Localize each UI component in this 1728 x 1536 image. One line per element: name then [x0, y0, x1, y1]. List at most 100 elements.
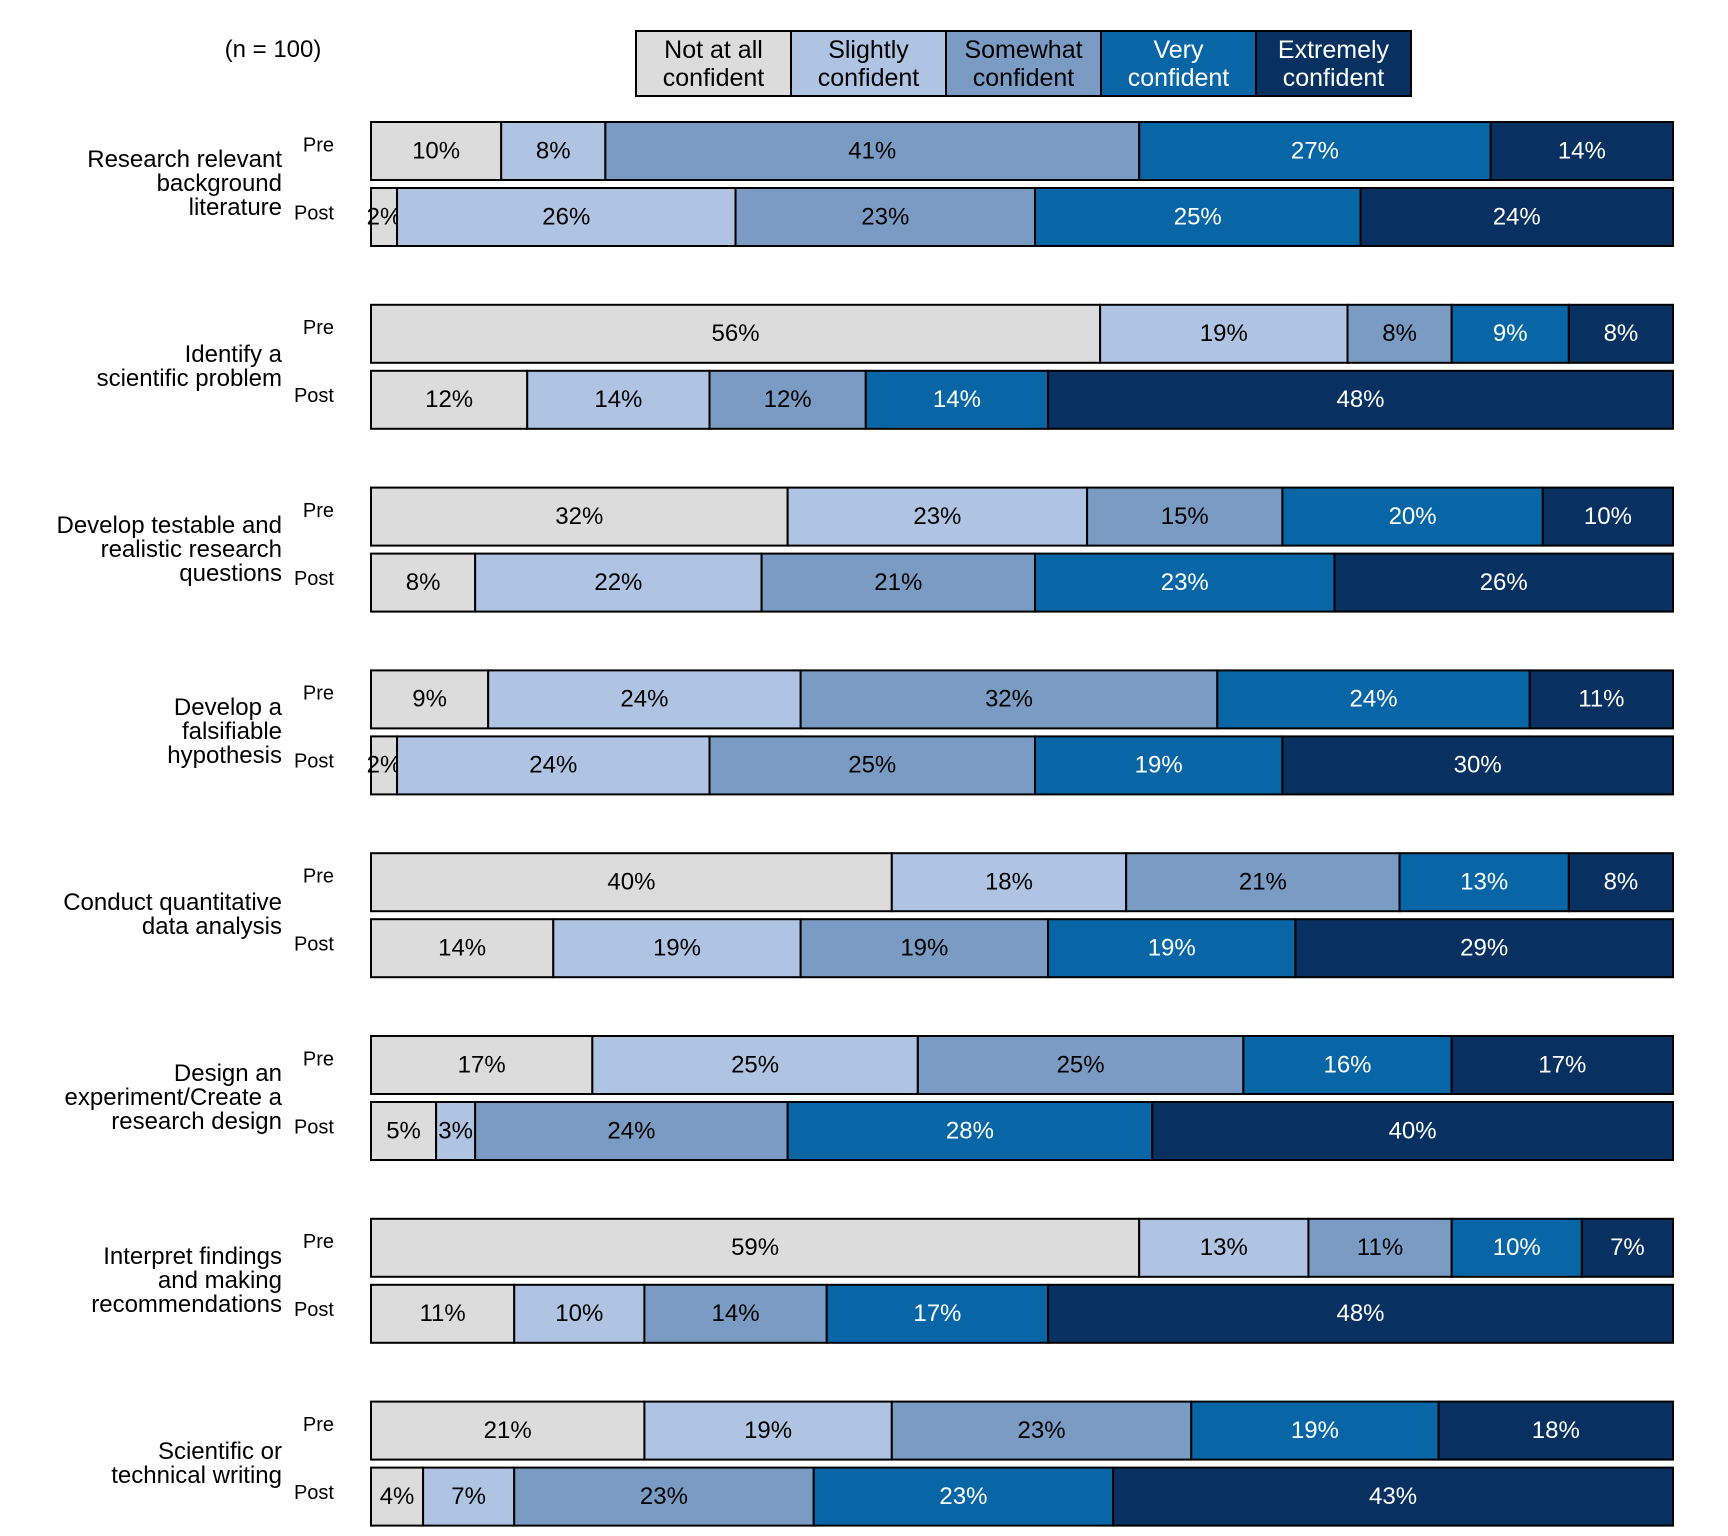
value-label: 40%	[607, 869, 655, 896]
value-label: 26%	[1480, 569, 1528, 596]
bar-label: Pre	[303, 1231, 334, 1253]
bar-segment	[370, 369, 529, 430]
bar-segment	[786, 486, 1089, 547]
value-label: 14%	[438, 935, 486, 962]
value-label: 32%	[985, 686, 1033, 713]
value-label: 12%	[425, 386, 473, 413]
legend-entry: Somewhat confident	[945, 30, 1102, 97]
value-label: 20%	[1389, 503, 1437, 530]
bar-segment	[1047, 918, 1297, 979]
value-label: 22%	[594, 569, 642, 596]
bar-segment	[1086, 486, 1284, 547]
value-label: 10%	[412, 137, 460, 164]
value-label: 23%	[913, 503, 961, 530]
bar-segment	[1112, 1466, 1674, 1527]
bar-segment	[370, 1101, 438, 1161]
legend-entry: Very confident	[1100, 30, 1257, 97]
value-label: 56%	[712, 320, 760, 347]
value-label: 14%	[712, 1300, 760, 1327]
bar-segment	[1346, 303, 1453, 364]
value-label: 41%	[848, 137, 896, 164]
bar-segment	[799, 918, 1050, 979]
group-label: Identify a scientific problem	[96, 340, 282, 392]
value-label: 13%	[1460, 869, 1508, 896]
value-label: 21%	[484, 1417, 532, 1444]
bar-segment	[1359, 187, 1675, 247]
bar-segment	[526, 369, 711, 430]
bar-segment	[708, 369, 867, 430]
value-label: 14%	[594, 386, 642, 413]
bar-segment	[812, 1466, 1115, 1527]
value-label: 10%	[555, 1300, 603, 1327]
bar-segment	[396, 187, 737, 247]
bar-label: Post	[294, 385, 334, 407]
bar-segment	[370, 1217, 1141, 1278]
value-label: 30%	[1454, 752, 1502, 779]
value-label: 32%	[555, 503, 603, 530]
value-label: 28%	[946, 1117, 994, 1144]
bar-segment	[1528, 669, 1675, 730]
bar-segment	[513, 1466, 815, 1527]
value-label: 43%	[1369, 1483, 1417, 1510]
bar-segment	[1125, 852, 1401, 913]
bar-segment	[1437, 1400, 1675, 1461]
group-label: Conduct quantitative data analysis	[63, 889, 282, 941]
value-label: 5%	[386, 1117, 421, 1144]
bar-label: Post	[294, 1116, 334, 1138]
bar-segment	[1489, 121, 1674, 181]
bar-segment	[591, 1035, 919, 1095]
bar-segment	[370, 1283, 516, 1344]
bar-label: Post	[294, 751, 334, 773]
value-label: 2%	[367, 203, 402, 230]
bar-segment	[1398, 852, 1570, 913]
value-label: 23%	[861, 203, 909, 230]
bar-segment	[1047, 369, 1675, 430]
bar-segment	[370, 303, 1102, 364]
bar-label: Pre	[303, 1048, 334, 1070]
bar-segment	[552, 918, 802, 979]
value-label: 12%	[764, 386, 812, 413]
bar-segment	[1034, 187, 1362, 247]
value-label: 23%	[1161, 569, 1209, 596]
value-label: 21%	[874, 569, 922, 596]
value-label: 24%	[529, 752, 577, 779]
bar-segment	[1281, 486, 1544, 547]
bar-segment	[370, 669, 490, 730]
legend-entry: Extremely confident	[1255, 30, 1412, 97]
bar-label: Post	[294, 1299, 334, 1321]
value-label: 18%	[985, 869, 1033, 896]
bar-segment	[1294, 918, 1675, 979]
value-label: 19%	[1135, 752, 1183, 779]
group-label: Develop testable and realistic research …	[56, 511, 283, 587]
value-label: 14%	[933, 386, 981, 413]
value-label: 23%	[640, 1483, 688, 1510]
value-label: 10%	[1584, 503, 1632, 530]
value-label: 19%	[744, 1417, 792, 1444]
bar-segment	[1450, 1035, 1675, 1095]
bar-segment	[916, 1035, 1245, 1095]
bar-segment	[474, 1101, 789, 1161]
bar-segment	[1138, 1217, 1310, 1278]
group-label: Interpret findings and making recommenda…	[91, 1242, 282, 1318]
value-label: 8%	[406, 569, 441, 596]
value-label: 23%	[939, 1483, 987, 1510]
bar-segment	[1541, 486, 1675, 547]
bar-segment	[370, 1035, 594, 1095]
sample-note: (n = 100)	[224, 36, 322, 63]
bar-segment	[1047, 1283, 1675, 1344]
bar-label: Pre	[303, 865, 334, 887]
value-label: 4%	[380, 1483, 415, 1510]
value-label: 19%	[1291, 1417, 1339, 1444]
value-label: 10%	[1493, 1234, 1541, 1261]
value-label: 19%	[1200, 320, 1248, 347]
group-label: Develop a falsifiable hypothesis	[167, 694, 282, 770]
value-label: 26%	[542, 203, 590, 230]
bar-segment	[1333, 552, 1674, 613]
group-label: Research relevant background literature	[87, 146, 282, 221]
value-label: 17%	[1538, 1051, 1586, 1078]
bar-label: Post	[294, 933, 334, 955]
value-label: 19%	[900, 935, 948, 962]
bar-segment	[435, 1101, 477, 1161]
bar-segment	[1567, 303, 1674, 364]
